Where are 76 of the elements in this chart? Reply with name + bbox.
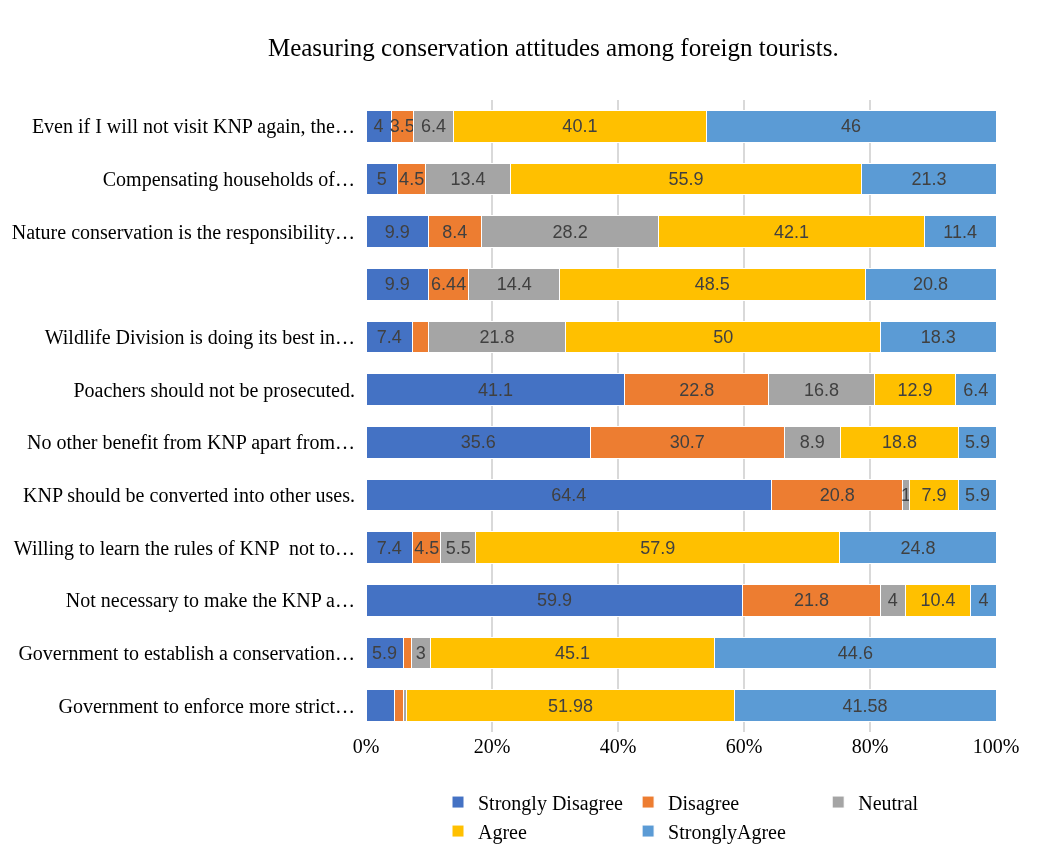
data-label: 4 [887, 590, 898, 611]
data-label: 4.5 [414, 537, 440, 558]
data-label: 6.4 [420, 116, 446, 137]
data-label: 8.4 [442, 221, 468, 242]
data-label: 5.5 [445, 537, 471, 558]
data-label: 35.6 [460, 432, 496, 453]
x-tick-label: 20% [473, 735, 511, 757]
y-tick-label: KNP should be converted into other uses. [23, 484, 355, 506]
data-label: 59.9 [536, 590, 573, 611]
data-label: 5.9 [964, 432, 990, 453]
data-label: 55.9 [668, 169, 704, 189]
data-label: 30.7 [669, 432, 705, 453]
y-tick-label: Even if I will not visit KNP again, the… [31, 115, 355, 139]
data-label: 5 [376, 169, 387, 189]
data-label: 6.4 [963, 379, 989, 400]
data-label: 7.4 [376, 537, 402, 558]
data-label: 5.9 [964, 485, 990, 505]
data-label: 20.8 [819, 485, 855, 505]
data-label: 41.1 [477, 379, 513, 400]
data-label: 9.9 [384, 221, 410, 242]
data-label: 8.9 [799, 432, 825, 453]
y-tick-label: Willing to learn the rules of KNP not to… [13, 536, 355, 560]
data-label: 21.8 [479, 327, 515, 347]
data-label: 9.9 [384, 274, 410, 295]
data-label: 44.6 [837, 643, 873, 663]
data-label: 41.58 [842, 695, 888, 716]
data-label: 10.4 [920, 590, 956, 611]
data-label: 40.1 [562, 116, 598, 137]
x-tick-label: 100% [972, 735, 1020, 757]
data-label: 24.8 [900, 537, 936, 558]
data-label: 14.4 [496, 274, 532, 295]
legend-label: Disagree [668, 791, 740, 815]
data-label: 45.1 [555, 643, 591, 663]
legend-label: Strongly Disagree [478, 791, 624, 815]
data-label: 11.4 [943, 221, 977, 242]
data-label: 7.9 [921, 485, 947, 505]
data-label: 12.9 [897, 379, 933, 400]
data-label: 6.44 [431, 274, 467, 295]
y-tick-label: Wildlife Division is doing its best in… [44, 326, 355, 349]
x-tick-label: 40% [599, 735, 637, 757]
data-label: 21.3 [911, 169, 947, 189]
data-label: 28.2 [552, 221, 588, 242]
data-label: 18.8 [881, 432, 918, 453]
data-label: 51.98 [548, 695, 594, 716]
chart-title: Measuring conservation attitudes among foreign tourists. [267, 34, 839, 62]
data-label: 16.8 [803, 379, 840, 400]
y-tick-label: Compensating households of… [102, 168, 355, 191]
y-tick-label: Poachers should not be prosecuted. [73, 378, 355, 402]
data-label: 18.3 [920, 327, 956, 347]
data-label: 13.4 [450, 169, 486, 189]
legend-label: StronglyAgree [668, 820, 786, 844]
y-tick-label: Nature conservation is the responsibility… [11, 220, 355, 244]
data-label: 50 [713, 327, 734, 347]
data-label: 7.4 [376, 327, 402, 347]
data-label: 20.8 [912, 274, 949, 295]
data-label: 57.9 [640, 537, 676, 558]
y-tick-label: Government to establish a conservation… [18, 642, 355, 664]
data-label: 46 [841, 116, 862, 137]
data-label: 42.1 [774, 221, 810, 242]
data-label: 4.5 [399, 169, 425, 189]
legend-label: Neutral [858, 791, 919, 814]
data-label: 3 [415, 643, 426, 663]
data-label: 22.8 [679, 379, 715, 400]
data-label: 4 [978, 590, 989, 611]
x-tick-label: 0% [352, 735, 380, 757]
legend-label: Agree [478, 820, 527, 844]
x-tick-label: 60% [725, 735, 763, 757]
data-label: 4 [373, 116, 384, 137]
data-label: 48.5 [694, 274, 730, 295]
data-label: 5.9 [372, 643, 398, 663]
data-label: 64.4 [551, 485, 587, 505]
y-tick-label: Government to enforce more strict… [58, 694, 355, 717]
y-tick-label: Not necessary to make the KNP a… [65, 589, 355, 613]
data-label: 21.8 [794, 590, 830, 611]
x-tick-label: 80% [851, 735, 889, 757]
y-tick-label: No other benefit from KNP apart from… [26, 431, 355, 455]
